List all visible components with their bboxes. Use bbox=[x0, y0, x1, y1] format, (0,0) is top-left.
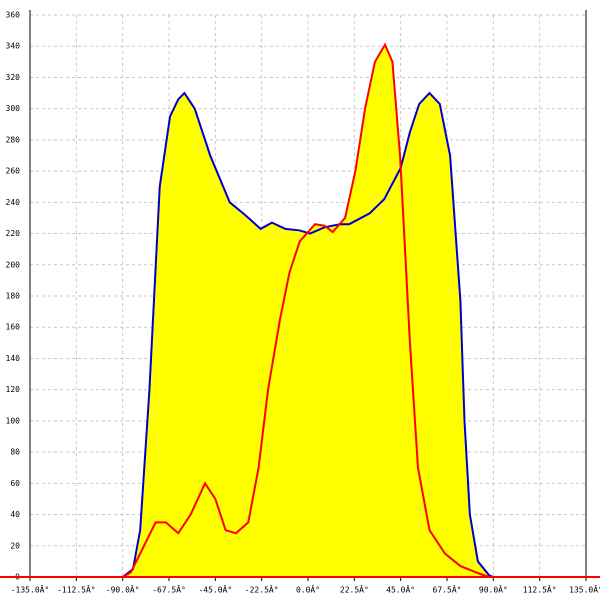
series-line bbox=[122, 91, 494, 578]
x-tick-label: -112.5Â° bbox=[57, 584, 96, 595]
y-tick-label: 300 bbox=[6, 104, 21, 113]
y-tick-label: 100 bbox=[6, 416, 21, 425]
y-tick-label: 140 bbox=[6, 354, 21, 363]
series-line bbox=[122, 42, 494, 578]
x-tick-label: -90.0Â° bbox=[106, 584, 140, 595]
y-tick-label: 80 bbox=[10, 448, 20, 457]
y-tick-label: 360 bbox=[6, 11, 21, 20]
y-tick-label: 120 bbox=[6, 385, 21, 394]
x-tick-label: 22.5Â° bbox=[340, 584, 369, 595]
y-tick-label: 180 bbox=[6, 292, 21, 301]
x-tick-label: 67.5Â° bbox=[433, 584, 462, 595]
y-tick-label: 260 bbox=[6, 167, 21, 176]
x-tick-label: -22.5Â° bbox=[245, 584, 279, 595]
y-tick-label: 240 bbox=[6, 198, 21, 207]
x-tick-label: 0.0Â° bbox=[296, 584, 320, 595]
y-tick-label: 220 bbox=[6, 229, 21, 238]
y-tick-label: 320 bbox=[6, 73, 21, 82]
x-tick-label: 90.0Â° bbox=[479, 584, 508, 595]
x-tick-label: 112.5Â° bbox=[523, 584, 557, 595]
y-tick-label: 340 bbox=[6, 42, 21, 51]
x-tick-label: -67.5Â° bbox=[152, 584, 186, 595]
x-tick-label: 45.0Â° bbox=[386, 584, 415, 595]
y-tick-label: 20 bbox=[10, 541, 20, 550]
x-tick-label: -45.0Â° bbox=[198, 584, 232, 595]
y-tick-label: 60 bbox=[10, 479, 20, 488]
x-tick-label: 135.0Â° bbox=[569, 584, 600, 595]
y-tick-label: 40 bbox=[10, 510, 20, 519]
y-tick-label: 200 bbox=[6, 260, 21, 269]
y-tick-label: 160 bbox=[6, 323, 21, 332]
y-tick-label: 280 bbox=[6, 135, 21, 144]
x-tick-label: -135.0Â° bbox=[11, 584, 50, 595]
